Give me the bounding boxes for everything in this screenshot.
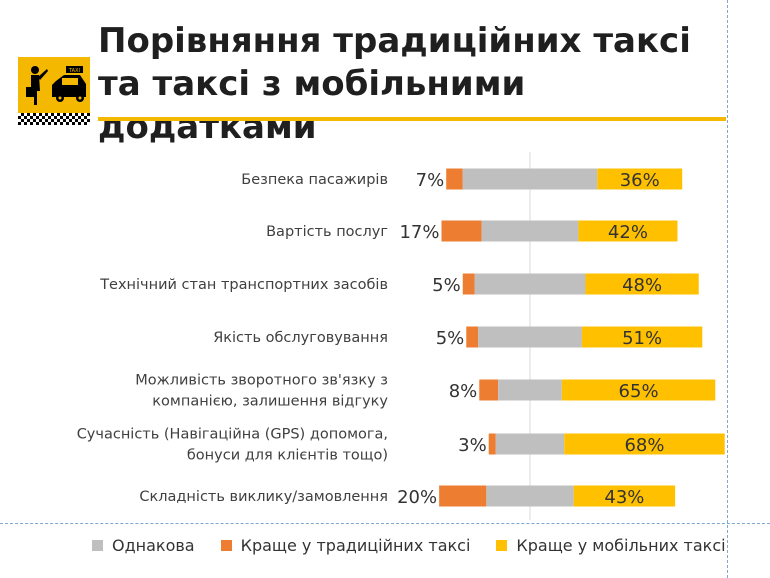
bar-same: [478, 326, 582, 348]
taxi-sign-text: TAXI: [68, 68, 80, 74]
data-label-mobile: 43%: [604, 487, 644, 508]
taxi-logo: TAXI: [18, 57, 90, 113]
legend-item-mobile: Краще у мобільних таксі: [496, 536, 726, 555]
bar-mobile: [564, 433, 725, 455]
data-label-mobile: 65%: [619, 381, 659, 402]
data-label-traditional: 5%: [436, 328, 465, 349]
data-label-traditional: 7%: [416, 170, 445, 191]
bar-traditional: [479, 379, 499, 401]
bar-mobile: [581, 326, 703, 348]
bar-same: [486, 485, 574, 507]
data-label-mobile: 68%: [624, 435, 664, 456]
data-label-traditional: 17%: [399, 222, 439, 243]
slide-guide-vertical: [727, 0, 728, 578]
checkered-strip: [18, 113, 90, 125]
category-label: компанією, залишення відгуку: [152, 394, 388, 410]
bar-same: [498, 379, 562, 401]
bar-mobile: [597, 168, 683, 190]
data-label-mobile: 36%: [620, 170, 660, 191]
legend-label-mobile: Краще у мобільних таксі: [516, 536, 726, 555]
data-label-traditional: 5%: [432, 275, 461, 296]
legend-swatch-mobile: [496, 540, 508, 551]
category-label: Технічний стан транспортних засобів: [99, 277, 388, 293]
legend-label-traditional: Краще у традиційних таксі: [240, 536, 471, 555]
legend-item-traditional: Краще у традиційних таксі: [220, 536, 471, 555]
bar-same: [474, 273, 586, 295]
bar-same: [481, 220, 579, 242]
slide-guide-horizontal: [0, 523, 770, 524]
taxi-person-car-icon: TAXI: [26, 66, 86, 105]
bar-mobile: [578, 220, 678, 242]
legend-swatch-traditional: [220, 540, 232, 551]
bar-traditional: [466, 326, 479, 348]
bar-mobile: [585, 273, 699, 295]
bar-traditional: [446, 168, 463, 190]
legend-swatch-same: [92, 540, 103, 551]
data-label-mobile: 48%: [622, 275, 662, 296]
data-label-traditional: 20%: [397, 487, 437, 508]
bar-traditional: [439, 485, 487, 507]
legend-item-same: Однакова: [92, 536, 195, 555]
chart-legend: Однакова Краще у традиційних таксі Краще…: [92, 536, 752, 555]
bar-traditional: [441, 220, 482, 242]
legend-label-same: Однакова: [112, 536, 195, 555]
bar-same: [495, 433, 565, 455]
bar-traditional: [488, 433, 496, 455]
title-underline: [98, 117, 726, 121]
bar-mobile: [573, 485, 676, 507]
data-label-traditional: 3%: [458, 435, 487, 456]
category-label: Сучасність (Навігаційна (GPS) допомога,: [77, 427, 388, 443]
category-label: Якість обслуговування: [213, 330, 388, 346]
category-label: Можливість зворотного зв'язку з: [135, 373, 388, 389]
category-label: Складність виклику/замовлення: [139, 489, 388, 505]
category-label: Вартість послуг: [266, 224, 388, 240]
category-label: Безпека пасажирів: [241, 172, 388, 188]
data-label-mobile: 51%: [622, 328, 662, 349]
bar-traditional: [462, 273, 475, 295]
page-title: Порівняння традиційних таксі та таксі з …: [98, 21, 691, 147]
data-label-mobile: 42%: [608, 222, 648, 243]
bar-mobile: [561, 379, 716, 401]
bar-same: [462, 168, 598, 190]
category-label: бонуси для клієнтів тощо): [187, 448, 388, 464]
data-label-traditional: 8%: [449, 381, 478, 402]
